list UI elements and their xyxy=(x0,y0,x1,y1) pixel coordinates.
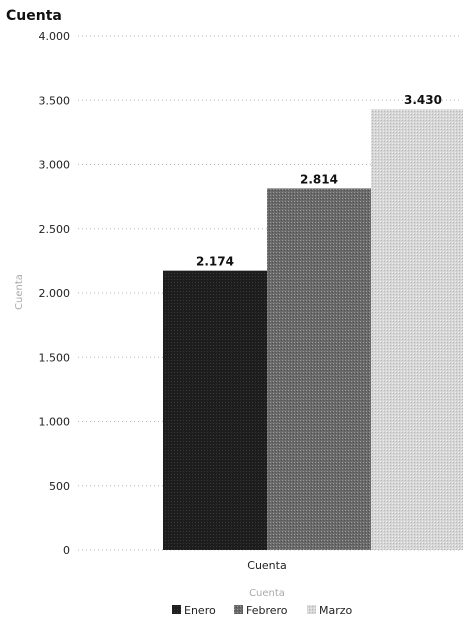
legend-label-enero: Enero xyxy=(184,604,216,617)
y-axis-ticks: 0 500 1.000 1.500 2.000 2.500 3.000 3.500 4.000 xyxy=(39,30,71,557)
y-tick-label: 4.000 xyxy=(39,30,71,43)
x-axis-label: Cuenta xyxy=(249,588,285,599)
legend-swatch-marzo xyxy=(307,605,316,614)
legend: Enero Febrero Marzo xyxy=(172,604,353,617)
y-axis-label: Cuenta xyxy=(14,274,25,310)
y-tick-label: 2.500 xyxy=(39,223,71,236)
y-tick-label: 3.000 xyxy=(39,159,71,172)
bar-enero xyxy=(163,270,267,550)
bars xyxy=(163,109,463,551)
legend-label-febrero: Febrero xyxy=(246,604,288,617)
y-tick-label: 2.000 xyxy=(39,287,71,300)
legend-label-marzo: Marzo xyxy=(319,604,353,617)
y-tick-label: 1.500 xyxy=(39,351,71,364)
legend-swatch-enero xyxy=(172,605,181,614)
y-tick-label: 1.000 xyxy=(39,416,71,429)
y-tick-label: 3.500 xyxy=(39,94,71,107)
bar-febrero xyxy=(267,188,371,550)
x-tick-label: Cuenta xyxy=(247,559,286,572)
y-tick-label: 0 xyxy=(63,544,70,557)
chart-title: Cuenta xyxy=(6,8,62,24)
data-label-febrero: 2.814 xyxy=(300,172,338,186)
data-label-enero: 2.174 xyxy=(196,255,234,269)
legend-swatch-febrero xyxy=(234,605,243,614)
bar-marzo xyxy=(371,109,463,551)
y-tick-label: 500 xyxy=(49,480,70,493)
data-labels: 2.174 2.814 3.430 xyxy=(196,93,442,268)
data-label-marzo: 3.430 xyxy=(404,93,442,107)
